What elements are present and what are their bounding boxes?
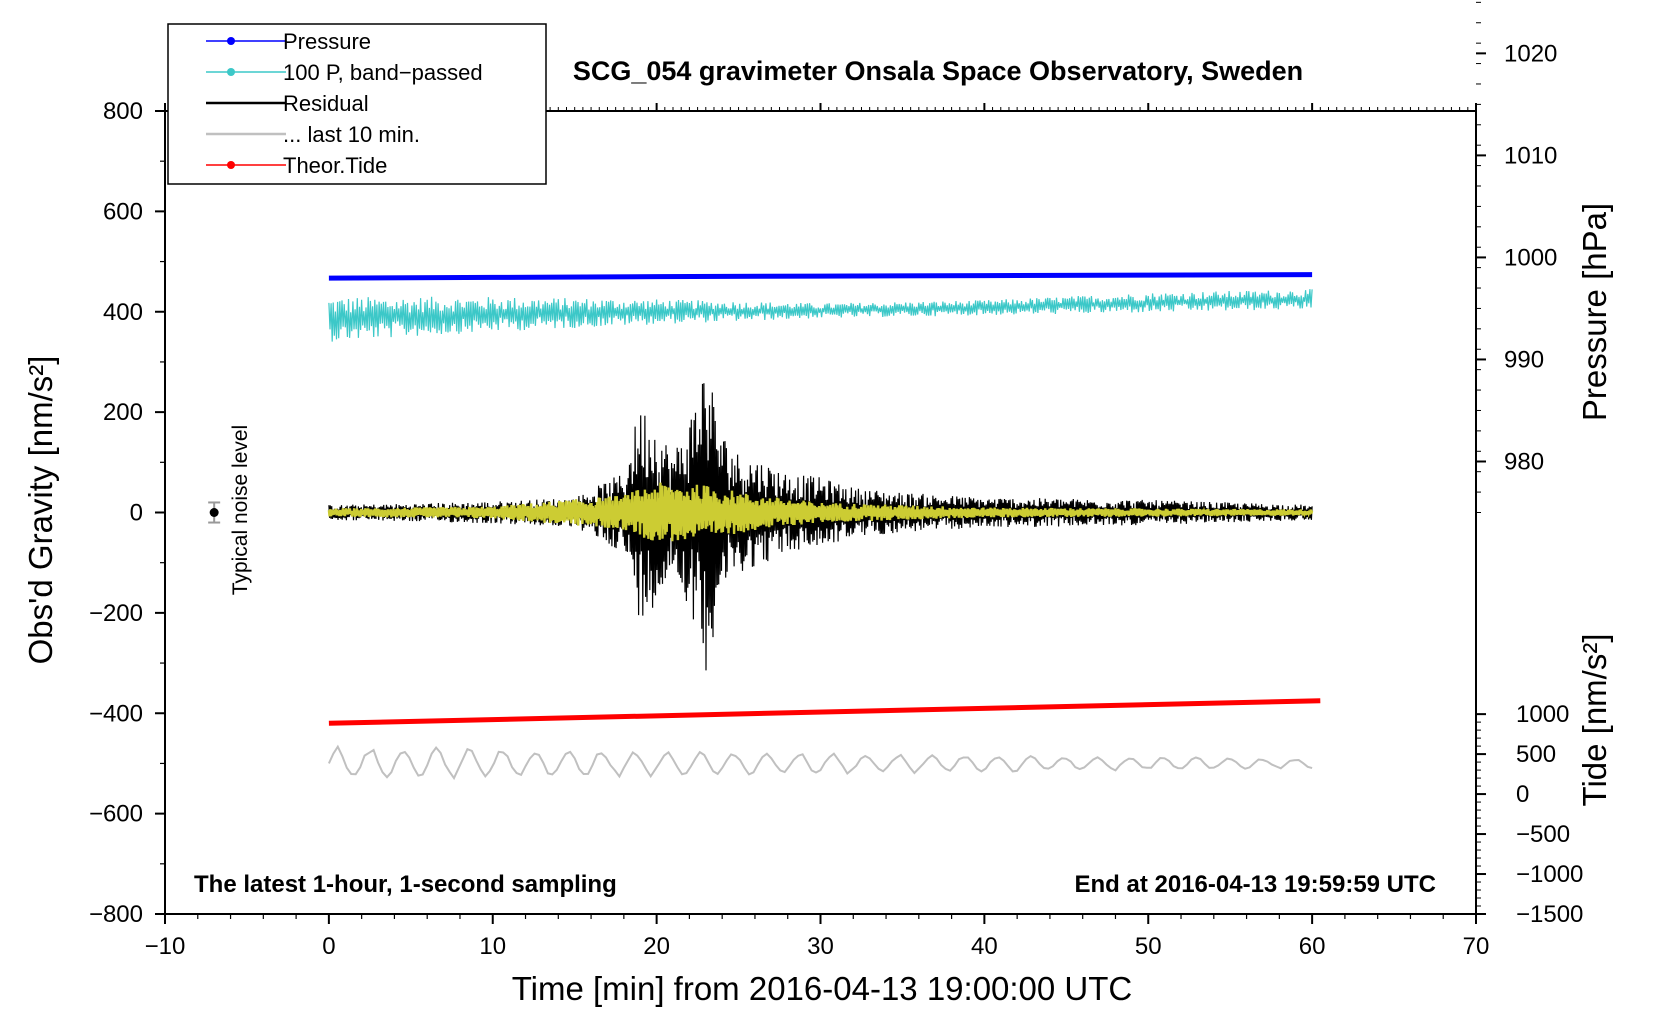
legend-label: 100 P, band−passed [283,60,483,85]
y-axis-title-pressure: Pressure [hPa] [1576,203,1613,421]
y-tick-label: −800 [89,901,143,928]
legend-label: Pressure [283,29,371,54]
noise-marker [209,508,219,517]
x-tick-label: 50 [1135,933,1162,960]
x-tick-label: 20 [643,933,670,960]
y-tick-label: 0 [130,500,143,527]
legend-swatch-dot [227,68,235,76]
plot-area [208,272,1321,781]
y-tick-label: −200 [89,600,143,627]
pressure-tick-label: 1020 [1504,40,1557,67]
legend-swatch-dot [227,37,235,45]
y-tick-label: 400 [103,299,143,326]
x-tick-label: 40 [971,933,998,960]
pressure-tick-label: 1000 [1504,244,1557,271]
tide-tick-label: −1500 [1516,901,1583,928]
series-line [328,698,1321,726]
legend-label: ... last 10 min. [283,122,420,147]
series-line [328,383,1313,671]
pressure-tick-label: 1010 [1504,142,1557,169]
legend-label: Theor.Tide [283,153,387,178]
tide-tick-label: 0 [1516,781,1529,808]
tide-tick-label: 1000 [1516,701,1569,728]
x-tick-label: 0 [322,933,335,960]
y-tick-label: 200 [103,399,143,426]
series-line [328,272,1313,281]
y-tick-label: −400 [89,700,143,727]
noise-level-label: Typical noise level [229,425,252,595]
chart-title: SCG_054 gravimeter Onsala Space Observat… [573,56,1303,86]
x-tick-label: 30 [807,933,834,960]
pressure-tick-label: 980 [1504,448,1544,475]
y-axis-title-left: Obs'd Gravity [nm/s²] [22,356,59,665]
x-tick-label: 10 [479,933,506,960]
legend: Pressure 100 P, band−passed Residual ... la… [167,23,547,185]
x-axis-title: Time [min] from 2016-04-13 19:00:00 UTC [512,970,1133,1007]
subtitle-right: End at 2016-04-13 19:59:59 UTC [1075,871,1437,898]
axes: −10 0 10 20 30 40 50 60 70−800−600−400−200020040… [89,1,1583,960]
series-line [327,482,1314,542]
x-tick-label: 60 [1299,933,1326,960]
pressure-tick-label: 990 [1504,346,1544,373]
x-tick-label: 70 [1463,933,1490,960]
x-tick-label: −10 [145,933,186,960]
y-tick-label: 600 [103,198,143,225]
legend-swatch-dot [227,161,235,169]
tide-tick-label: −500 [1516,821,1570,848]
tide-tick-label: −1000 [1516,861,1583,888]
series-line [328,289,1313,342]
subtitle-left: The latest 1-hour, 1-second sampling [194,871,617,898]
y-tick-label: −600 [89,801,143,828]
legend-label: Residual [283,91,369,116]
y-tick-label: 800 [103,98,143,125]
y-axis-title-tide: Tide [nm/s²] [1576,634,1613,807]
text-layer: SCG_054 gravimeter Onsala Space Observat… [22,56,1613,1007]
tide-tick-label: 500 [1516,741,1556,768]
series-line [327,744,1313,781]
